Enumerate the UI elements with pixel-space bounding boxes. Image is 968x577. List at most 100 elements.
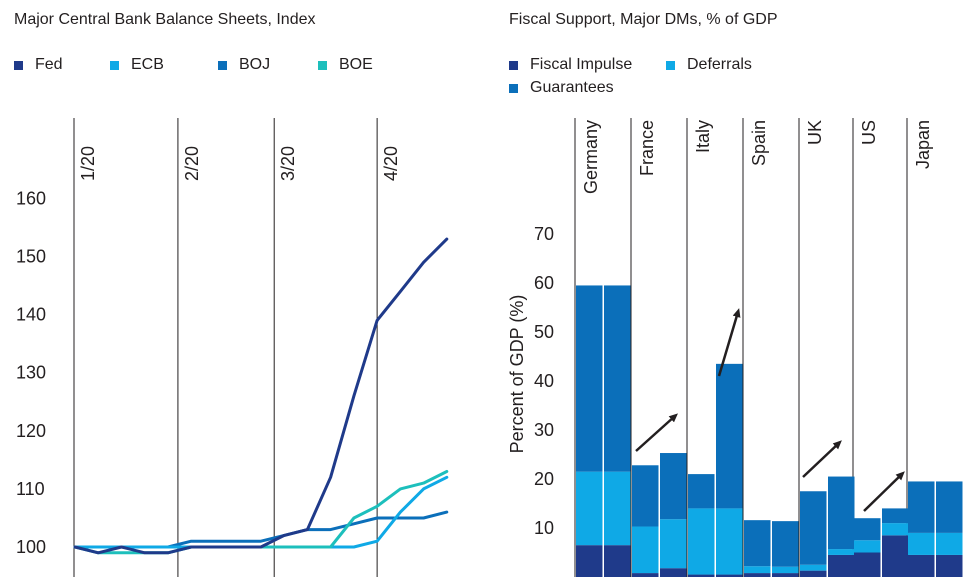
y-tick-label-150: 150 [16,247,46,267]
group-label-uk: UK [805,120,825,145]
y-tick-label-160: 160 [16,188,46,208]
annotation-arrow-2 [717,308,741,377]
legend-label-boe: BOE [339,56,373,73]
bar-italy-2-fiscal-impulse [716,574,743,577]
group-label-italy: Italy [693,120,713,153]
x-tick-label-3-20: 3/20 [278,146,298,181]
bar-france-1-deferrals [632,526,659,574]
bar-japan-2-deferrals [936,532,963,555]
bar-spain-1-deferrals [744,566,771,574]
balance-sheet-line-chart: 100 110 120 130 140 150 160 1/20 2/20 3/20 4/20 [16,118,449,577]
bar-japan-1-fiscal-impulse [908,554,935,577]
legend-swatch-fiscal-impulse [509,60,518,70]
bar-france-2-guarantees [660,453,687,520]
legend-swatch-fed [14,60,23,70]
group-label-germany: Germany [581,120,601,194]
x-tick-label-1-20: 1/20 [78,146,98,181]
bar-france-1-fiscal-impulse [632,573,659,577]
bar-japan-1-guarantees [908,481,935,533]
series-line-ecb [73,475,449,549]
legend-label-guarantees: Guarantees [530,79,614,96]
y-tick-label-120: 120 [16,421,46,441]
group-label-us: US [859,120,879,145]
bar-uk-2-guarantees [828,476,855,550]
bar-y-tick-label-30: 30 [534,420,554,440]
bar-us-2-guarantees [882,508,909,524]
bar-japan-1-deferrals [908,532,935,555]
bar-uk-1-deferrals [800,564,827,571]
bar-us-1-fiscal-impulse [854,552,881,577]
right-chart-title: Fiscal Support, Major DMs, % of GDP [509,11,778,28]
group-label-spain: Spain [749,120,769,166]
bar-us-2-deferrals [882,523,909,536]
y-axis-label: Percent of GDP (%) [507,295,527,454]
bar-france-1-guarantees [632,465,659,527]
legend-item-boj: BOJ [218,56,270,74]
legend-swatch-boe [318,60,327,70]
bar-germany-1-deferrals [576,471,603,546]
bar-uk-2-fiscal-impulse [828,554,855,577]
bar-germany-2-guarantees [604,285,631,472]
annotation-arrow-1 [635,413,678,452]
legend-item-ecb: ECB [110,56,164,74]
legend-item-fiscal-impulse: Fiscal Impulse [509,56,632,74]
bar-spain-1-fiscal-impulse [744,573,771,577]
legend-swatch-boj [218,60,227,70]
bar-italy-1-guarantees [688,474,715,509]
series-line-fed [73,237,449,555]
legend-swatch-guarantees [509,83,518,93]
bar-spain-2-deferrals [772,566,799,574]
legend-label-boj: BOJ [239,56,271,73]
bar-italy-2-guarantees [716,363,743,509]
y-tick-label-110: 110 [16,479,45,499]
left-chart-title: Major Central Bank Balance Sheets, Index [14,11,316,28]
bar-y-tick-label-10: 10 [534,518,554,538]
annotation-arrow-3 [802,440,842,478]
series-line-boj [73,510,449,549]
bar-uk-2-deferrals [828,549,855,555]
legend-item-deferrals: Deferrals [666,56,752,74]
legend-label-deferrals: Deferrals [687,56,752,73]
bar-y-tick-label-60: 60 [534,273,554,293]
bar-germany-1-fiscal-impulse [576,545,603,577]
bar-y-tick-label-20: 20 [534,469,554,489]
legend-label-fed: Fed [35,56,63,73]
bar-italy-1-fiscal-impulse [688,574,715,577]
bar-y-tick-label-70: 70 [534,224,554,244]
bar-y-tick-label-40: 40 [534,371,554,391]
legend-item-guarantees: Guarantees [509,79,614,97]
bar-italy-2-deferrals [716,508,743,575]
bar-us-1-deferrals [854,540,881,553]
group-label-japan: Japan [913,120,933,169]
bar-spain-2-guarantees [772,521,799,567]
bar-us-1-guarantees [854,518,881,541]
legend-swatch-deferrals [666,60,675,70]
bar-japan-2-fiscal-impulse [936,554,963,577]
x-tick-label-4-20: 4/20 [381,146,401,181]
group-label-france: France [637,120,657,176]
bar-spain-2-fiscal-impulse [772,573,799,577]
bar-uk-1-fiscal-impulse [800,570,827,577]
y-tick-label-130: 130 [16,363,46,383]
y-tick-label-140: 140 [16,305,46,325]
fiscal-support-bar-chart: Percent of GDP (%) 10 20 30 40 50 60 70 Germany F… [507,118,963,577]
bar-france-2-fiscal-impulse [660,568,687,577]
x-tick-label-2-20: 2/20 [182,146,202,181]
annotation-arrow-4 [863,471,905,512]
legend-item-fed: Fed [14,56,63,74]
bar-germany-2-fiscal-impulse [604,545,631,577]
legend-label-ecb: ECB [131,56,164,73]
bar-japan-2-guarantees [936,481,963,533]
legend-label-fiscal-impulse: Fiscal Impulse [530,56,633,73]
legend-swatch-ecb [110,60,119,70]
bar-y-tick-label-50: 50 [534,322,554,342]
bar-us-2-fiscal-impulse [882,535,909,577]
bar-uk-1-guarantees [800,491,827,565]
y-tick-label-100: 100 [16,537,46,557]
bar-germany-1-guarantees [576,285,603,472]
bar-france-2-deferrals [660,519,687,569]
bar-germany-2-deferrals [604,471,631,546]
bar-spain-1-guarantees [744,520,771,567]
legend-item-boe: BOE [318,56,373,74]
